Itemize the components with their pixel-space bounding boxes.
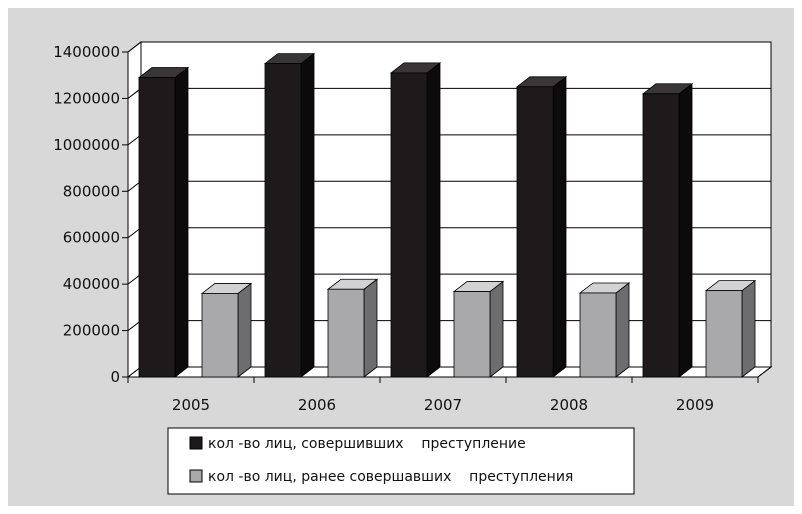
- bar-side-face: [237, 282, 252, 378]
- bar: [452, 280, 505, 378]
- bar-side-face: [363, 278, 378, 378]
- y-axis-tick-label: 1200000: [53, 89, 120, 107]
- bar: [578, 282, 631, 378]
- bar-front-face: [264, 63, 302, 378]
- bar-front-face: [327, 288, 365, 378]
- bar-side-face: [741, 279, 756, 378]
- y-axis-tick-label: 0: [110, 368, 120, 386]
- bar-front-face: [579, 292, 617, 378]
- bar: [263, 52, 316, 378]
- bar-front-face: [390, 72, 428, 378]
- bar-side-face: [300, 52, 315, 378]
- legend-swatch-series-2: [189, 469, 203, 483]
- legend-box: [167, 427, 635, 495]
- bar-front-face: [516, 86, 554, 378]
- y-axis-tick-label: 400000: [63, 275, 120, 293]
- legend-label-series-2: кол -во лиц, ранее совершавших преступле…: [208, 469, 573, 485]
- bar-side-face: [615, 282, 630, 378]
- bar-front-face: [138, 77, 176, 378]
- bar-side-face: [426, 62, 441, 378]
- y-axis-tick-label: 800000: [63, 182, 120, 200]
- bar-side-face: [552, 76, 567, 378]
- bar-front-face: [453, 291, 491, 378]
- bar-side-face: [678, 82, 693, 378]
- y-axis-tick-label: 200000: [63, 322, 120, 340]
- bar-front-face: [642, 93, 680, 378]
- bar: [200, 282, 253, 378]
- y-axis-tick-label: 1400000: [53, 43, 120, 61]
- bar: [389, 62, 442, 378]
- bar-front-face: [705, 290, 743, 378]
- y-axis-tick-labels: 0 200000 400000 600000 800000 1000000 1200000 1…: [53, 43, 120, 386]
- x-axis-tick-label: 2007: [424, 396, 462, 414]
- legend-swatch-series-1: [189, 436, 203, 450]
- x-axis-end: [757, 366, 772, 378]
- bar: [515, 76, 568, 378]
- bar: [326, 278, 379, 378]
- y-axis-tick-label: 600000: [63, 229, 120, 247]
- x-axis-tick-labels: 2005 2006 2007 2008 2009: [172, 396, 714, 414]
- x-axis-tick-label: 2009: [676, 396, 714, 414]
- bar: [641, 82, 694, 378]
- bar: [137, 66, 190, 378]
- x-axis-tick-label: 2006: [298, 396, 336, 414]
- bars: [137, 52, 757, 378]
- bar: [704, 279, 757, 378]
- bar-side-face: [489, 280, 504, 378]
- legend: кол -во лиц, совершивших преступление ко…: [167, 427, 635, 495]
- x-axis-tick-label: 2005: [172, 396, 210, 414]
- gridline: [127, 41, 771, 53]
- bar-side-face: [174, 66, 189, 378]
- x-axis-tick-label: 2008: [550, 396, 588, 414]
- bar-front-face: [201, 293, 239, 378]
- legend-label-series-1: кол -во лиц, совершивших преступление: [208, 436, 526, 452]
- y-axis-tick-label: 1000000: [53, 136, 120, 154]
